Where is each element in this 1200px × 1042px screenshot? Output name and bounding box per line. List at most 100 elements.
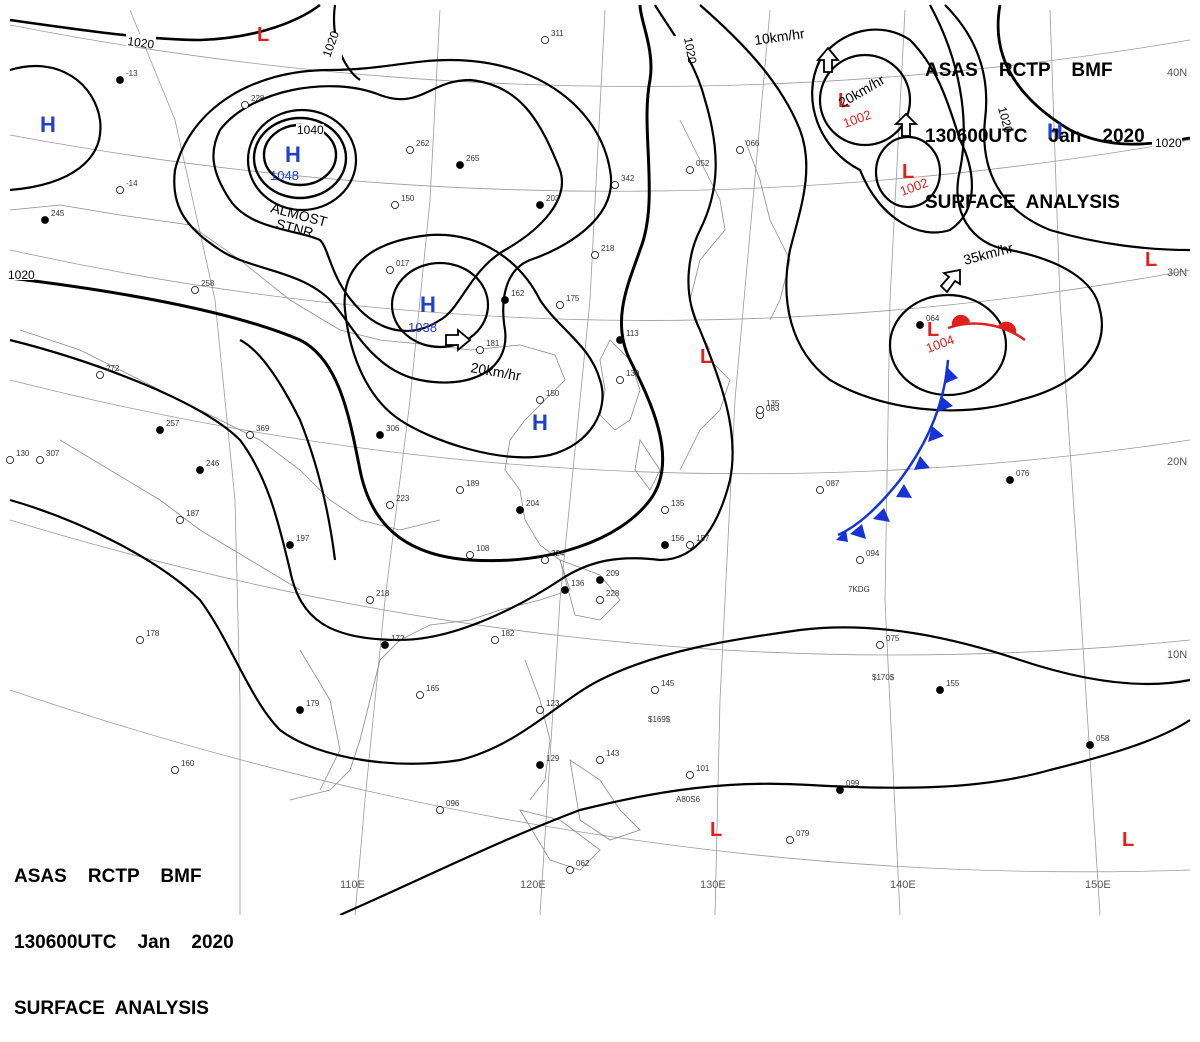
axis-labels: 110E 120E 130E 140E 150E 40N 30N 20N 10N xyxy=(340,67,1187,891)
isobar xyxy=(9,64,102,192)
station-pressure: 139 xyxy=(626,369,640,378)
station-circle-icon xyxy=(171,766,179,774)
cold-front xyxy=(836,359,958,542)
station-pressure: -14 xyxy=(126,179,138,188)
header-line-2: 130600UTC Jan 2020 xyxy=(14,932,234,953)
header-line-1: ASAS RCTP BMF xyxy=(14,866,202,887)
isobar-label: 1040 xyxy=(297,123,324,137)
header-bottom-left: ASAS RCTP BMF 130600UTC Jan 2020 SURFACE… xyxy=(14,822,274,1042)
station-circle-icon xyxy=(686,541,694,549)
station-pressure: 218 xyxy=(376,589,390,598)
isobar xyxy=(996,4,1191,146)
motion-arrow-icon xyxy=(445,328,472,352)
low-center-icon: L xyxy=(838,90,850,112)
station-extra: 7KDG xyxy=(848,585,870,594)
isobar xyxy=(944,4,1191,252)
lat-label: 10N xyxy=(1167,649,1187,661)
motion-arrow-icon xyxy=(816,46,840,73)
coastlines xyxy=(9,119,791,871)
isobar xyxy=(818,53,912,147)
station-pressure: -13 xyxy=(126,69,138,78)
isobar xyxy=(339,719,1191,915)
station-circle-icon xyxy=(386,266,394,274)
station-pressure: 066 xyxy=(746,139,760,148)
station-circle-icon xyxy=(856,556,864,564)
station-pressure: 179 xyxy=(306,699,320,708)
station-circle-icon xyxy=(536,761,544,769)
warm-front xyxy=(947,314,1026,342)
station-circle-icon xyxy=(391,201,399,209)
station-pressure: 136 xyxy=(571,579,585,588)
station-circle-icon xyxy=(286,541,294,549)
station-circle-icon xyxy=(136,636,144,644)
station-pressure: 083 xyxy=(766,404,780,413)
station-pressure: 062 xyxy=(576,859,590,868)
station-circle-icon xyxy=(1006,476,1014,484)
motion-arrow-icon xyxy=(893,112,919,137)
isobar xyxy=(343,233,604,459)
station-pressure: 143 xyxy=(606,749,620,758)
station-pressure: 101 xyxy=(696,764,710,773)
station-circle-icon xyxy=(476,346,484,354)
station-pressure: 160 xyxy=(181,759,195,768)
station-circle-icon xyxy=(756,406,764,414)
station-pressure: 096 xyxy=(446,799,460,808)
station-circle-icon xyxy=(376,431,384,439)
isobar xyxy=(9,498,1191,765)
isobar xyxy=(9,4,734,642)
lat-label: 30N xyxy=(1167,267,1187,279)
isobar xyxy=(212,78,563,332)
station-circle-icon xyxy=(456,486,464,494)
station-circle-icon xyxy=(661,506,669,514)
station-pressure: 182 xyxy=(501,629,515,638)
header-line-2: 130600UTC Jan 2020 xyxy=(925,126,1145,147)
station-pressure: 178 xyxy=(146,629,160,638)
station-pressure: 342 xyxy=(621,174,635,183)
low-center-icon: L xyxy=(1145,249,1157,271)
station-pressure: 052 xyxy=(696,159,710,168)
lon-label: 150E xyxy=(1085,879,1111,891)
isobar xyxy=(390,261,490,349)
station-pressure: 058 xyxy=(1096,734,1110,743)
station-pressure: 130 xyxy=(16,449,30,458)
station-pressure: 150 xyxy=(546,389,560,398)
station-pressure: 306 xyxy=(386,424,400,433)
station-pressure: 150 xyxy=(401,194,415,203)
high-center-icon: H xyxy=(420,292,436,317)
station-pressure: 162 xyxy=(511,289,525,298)
speed-label: 10km/hr xyxy=(753,25,806,48)
station-circle-icon xyxy=(651,686,659,694)
station-circle-icon xyxy=(591,251,599,259)
station-circle-icon xyxy=(541,36,549,44)
high-value: 1048 xyxy=(270,168,299,183)
isobar xyxy=(699,4,1103,412)
station-circle-icon xyxy=(366,596,374,604)
low-center-icon: L xyxy=(710,819,722,841)
station-circle-icon xyxy=(381,641,389,649)
station-pressure: 218 xyxy=(601,244,615,253)
isobar-label: 1020 xyxy=(995,105,1016,135)
station-circle-icon xyxy=(536,706,544,714)
station-pressure: 228 xyxy=(606,589,620,598)
station-circle-icon xyxy=(241,101,249,109)
station-pressure: 135 xyxy=(671,499,685,508)
station-circle-icon xyxy=(536,396,544,404)
station-circle-icon xyxy=(116,186,124,194)
station-circle-icon xyxy=(596,756,604,764)
isobar xyxy=(874,135,942,209)
station-pressure: 181 xyxy=(486,339,500,348)
lat-label: 20N xyxy=(1167,456,1187,468)
station-pressure: 245 xyxy=(51,209,65,218)
station-pressure: 369 xyxy=(256,424,270,433)
station-extra: A80S6 xyxy=(676,795,701,804)
pressure-centers: H 1048 H 1038 H H H L 1002 L 1002 L 1004… xyxy=(40,24,1157,851)
isobar-label: 1020 xyxy=(8,268,35,282)
station-circle-icon xyxy=(936,686,944,694)
isobar xyxy=(173,58,613,384)
station-circle-icon xyxy=(1086,741,1094,749)
station-circle-icon xyxy=(616,376,624,384)
high-value: 1038 xyxy=(408,320,437,335)
station-circle-icon xyxy=(176,516,184,524)
station-circle-icon xyxy=(406,146,414,154)
station-pressure: 262 xyxy=(416,139,430,148)
